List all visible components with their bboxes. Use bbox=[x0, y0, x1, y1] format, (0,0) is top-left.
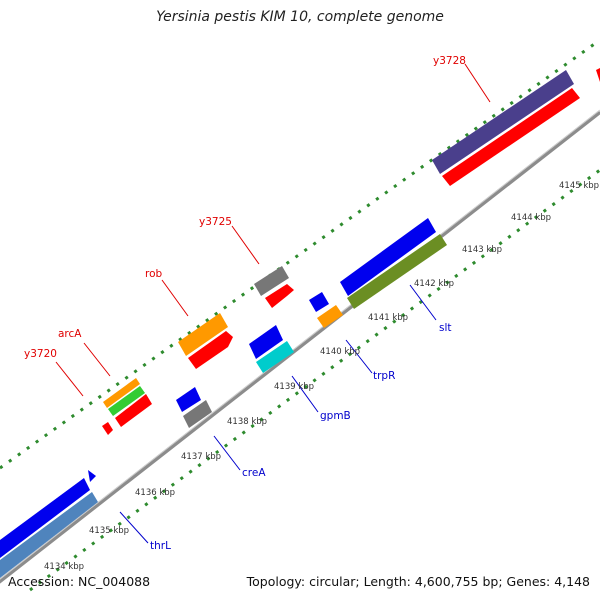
tick-label-4137: 4137 kbp bbox=[181, 452, 221, 462]
gene-block-thrL-steelblue[interactable] bbox=[0, 492, 98, 578]
label-leaders bbox=[55, 63, 491, 544]
tick-label-4134: 4134 kbp bbox=[44, 562, 84, 572]
tick-label-4145: 4145 kbp bbox=[559, 181, 599, 191]
gene-block-y3725-red[interactable] bbox=[265, 284, 294, 308]
gene-block-y3720-red[interactable] bbox=[102, 422, 113, 435]
tick-label-4142: 4142 kbp bbox=[414, 279, 454, 289]
tick-label-4141: 4141 kbp bbox=[368, 313, 408, 323]
gene-block-y3728-red[interactable] bbox=[442, 88, 580, 186]
gene-block-arcA-red[interactable] bbox=[115, 394, 152, 427]
gene-label-y3720[interactable]: y3720 bbox=[24, 348, 57, 360]
genome-summary: Topology: circular; Length: 4,600,755 bp… bbox=[246, 574, 590, 589]
gene-block-arcA-green[interactable] bbox=[108, 386, 145, 416]
tick-label-4140: 4140 kbp bbox=[320, 347, 360, 357]
gene-label-creA[interactable]: creA bbox=[242, 467, 266, 479]
gene-block-y3728-purple[interactable] bbox=[432, 70, 574, 174]
gene-labels: y3728 y3725 rob arcA y3720 slt trpR gpmB… bbox=[24, 55, 466, 552]
gene-block-creA-blue[interactable] bbox=[176, 387, 201, 412]
upper-tick-track bbox=[0, 38, 600, 470]
gene-label-arcA[interactable]: arcA bbox=[58, 328, 82, 340]
gene-label-rob[interactable]: rob bbox=[145, 268, 163, 280]
gene-block-arcA-orange[interactable] bbox=[103, 378, 140, 408]
gene-block-rob-red[interactable] bbox=[188, 331, 233, 369]
tick-label-4135: 4135 kbp bbox=[89, 526, 129, 536]
kbp-tick-labels: 4134 kbp 4135 kbp 4136 kbp 4137 kbp 4138… bbox=[44, 181, 599, 572]
gene-label-y3728[interactable]: y3728 bbox=[433, 55, 466, 67]
gene-block-thrL-small[interactable] bbox=[88, 470, 96, 482]
gene-block-trpR-orange[interactable] bbox=[317, 305, 343, 328]
lower-tick-track bbox=[29, 168, 600, 592]
gene-block-small-red-right[interactable] bbox=[596, 68, 600, 82]
tick-label-4139: 4139 kbp bbox=[274, 382, 314, 392]
gene-block-creA-grey[interactable] bbox=[183, 400, 212, 428]
gene-block-slt-blue[interactable] bbox=[340, 218, 436, 296]
gene-block-rob-orange[interactable] bbox=[178, 313, 228, 356]
genome-title: Yersinia pestis KIM 10, complete genome bbox=[156, 9, 444, 25]
gene-label-gpmB[interactable]: gpmB bbox=[320, 410, 351, 422]
gene-block-trpR-blue[interactable] bbox=[309, 292, 329, 312]
tick-label-4136: 4136 kbp bbox=[135, 488, 175, 498]
genome-backbone bbox=[0, 110, 600, 584]
accession-label: Accession: NC_004088 bbox=[8, 574, 151, 589]
gene-block-y3725-grey[interactable] bbox=[254, 266, 289, 296]
tick-label-4143: 4143 kbp bbox=[462, 245, 502, 255]
gene-label-slt[interactable]: slt bbox=[439, 322, 452, 334]
tick-label-4138: 4138 kbp bbox=[227, 417, 267, 427]
gene-block-gpmB-cyan[interactable] bbox=[256, 341, 294, 373]
gene-label-trpR[interactable]: trpR bbox=[373, 370, 395, 382]
gene-label-y3725[interactable]: y3725 bbox=[199, 216, 232, 228]
gene-block-slt-olive[interactable] bbox=[347, 234, 447, 309]
tick-label-4144: 4144 kbp bbox=[511, 213, 551, 223]
gene-label-thrL[interactable]: thrL bbox=[150, 540, 171, 552]
gene-block-gpmB-blue[interactable] bbox=[249, 325, 283, 359]
gene-block-thrL-blue[interactable] bbox=[0, 478, 90, 558]
